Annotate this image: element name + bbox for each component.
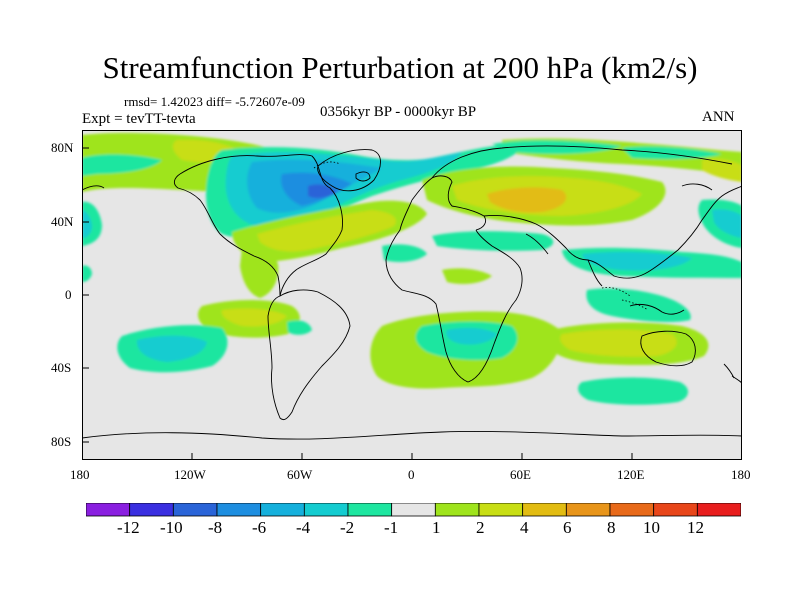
experiment-label: Expt = tevTT-tevta	[82, 111, 196, 127]
colorbar-swatch	[696, 503, 741, 517]
x-tick-label: 180	[70, 467, 90, 482]
coastlines	[82, 145, 742, 440]
colorbar-swatch	[391, 503, 436, 517]
streamfunction-map	[82, 130, 742, 460]
rmsd-diff-stats: rmsd= 1.42023 diff= -5.72607e-09	[124, 94, 305, 109]
season-label: ANN	[702, 109, 735, 125]
colorbar-label: -2	[340, 518, 355, 537]
x-tick-label: 120E	[617, 467, 645, 482]
colorbar-label: -4	[296, 518, 311, 537]
colorbar-label: 6	[563, 518, 572, 537]
colorbar-swatch	[565, 503, 611, 517]
colorbar-swatch	[522, 503, 567, 517]
colorbar-label: 2	[476, 518, 485, 537]
colorbar-label: 1	[432, 518, 441, 537]
x-tick-label: 60E	[510, 467, 531, 482]
colorbar-label: 10	[643, 518, 660, 537]
colorbar-label: -6	[252, 518, 267, 537]
colorbar-label: 8	[607, 518, 616, 537]
x-tick-label: 120W	[174, 467, 206, 482]
colorbar-swatch	[434, 503, 480, 517]
colorbar-swatch	[609, 503, 655, 517]
colorbar-label: -12	[117, 518, 140, 537]
x-tick-label: 60W	[287, 467, 313, 482]
colorbar-swatch	[478, 503, 524, 517]
y-tick-label: 80N	[51, 140, 74, 155]
figure-title: Streamfunction Perturbation at 200 hPa (…	[102, 50, 698, 85]
y-tick-label: 40N	[51, 214, 74, 229]
colorbar-label: -8	[208, 518, 223, 537]
colorbar-swatch	[86, 503, 131, 517]
x-tick-label: 0	[408, 467, 415, 482]
colorbar-swatch	[347, 503, 393, 517]
colorbar	[86, 503, 741, 517]
y-tick-label: 80S	[51, 434, 72, 449]
island-outlines	[313, 161, 649, 311]
colorbar-swatch	[172, 503, 218, 517]
colorbar-label: -10	[160, 518, 183, 537]
y-tick-label: 0	[65, 287, 72, 302]
colorbar-label: -1	[384, 518, 399, 537]
colorbar-label: 12	[687, 518, 704, 537]
time-period-label: 0356kyr BP - 0000kyr BP	[320, 104, 477, 120]
colorbar-labels: -12 -10 -8 -6 -4 -2 -1 1 2 4 6 8 10 12	[0, 518, 800, 540]
colorbar-swatch	[260, 503, 305, 517]
colorbar-swatch	[303, 503, 349, 517]
axis-ticks	[82, 147, 742, 460]
x-tick-label: 180	[731, 467, 751, 482]
colorbar-swatch	[129, 503, 174, 517]
colorbar-swatch	[653, 503, 698, 517]
colorbar-swatch	[216, 503, 262, 517]
colorbar-label: 4	[520, 518, 529, 537]
y-tick-label: 40S	[51, 360, 72, 375]
